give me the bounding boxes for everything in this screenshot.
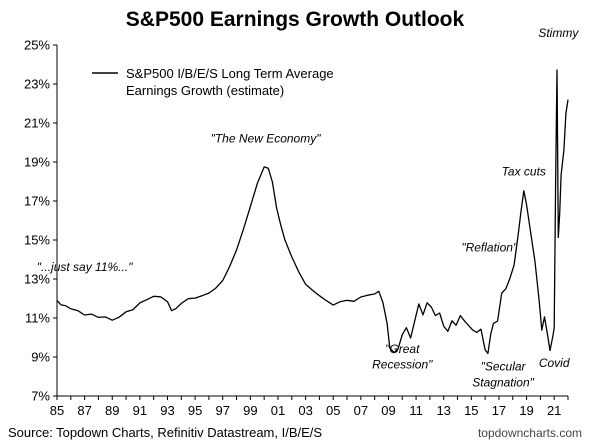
y-tick-label: 13% xyxy=(24,272,50,287)
annotation-label: "...just say 11%..." xyxy=(37,260,133,274)
annotation-label: Covid xyxy=(539,356,570,370)
annotation-label: "Great xyxy=(385,342,420,356)
x-tick-label: 13 xyxy=(436,403,450,418)
annotation-label: Recession" xyxy=(372,358,433,372)
x-tick-label: 09 xyxy=(381,403,395,418)
x-tick-label: 15 xyxy=(464,403,478,418)
annotation-label: Tax cuts xyxy=(502,165,546,179)
y-tick-label: 11% xyxy=(25,311,50,326)
x-tick-label: 89 xyxy=(105,403,119,418)
y-tick-label: 17% xyxy=(24,194,50,209)
y-axis: 7% 9% 11% 13% 15% 17% 19% 21% 23% 25% xyxy=(24,38,58,404)
legend: S&P500 I/B/E/S Long Term Average Earning… xyxy=(92,66,334,98)
x-tick-label: 07 xyxy=(354,403,368,418)
x-axis: 85 87 89 91 93 95 97 99 01 03 05 07 09 11 13 15 17 19 21 xyxy=(50,395,569,418)
chart-title: S&P500 Earnings Growth Outlook xyxy=(126,8,465,31)
y-tick-label: 7% xyxy=(31,389,50,404)
x-tick-label: 21 xyxy=(547,403,561,418)
y-tick-label: 25% xyxy=(24,38,50,53)
annotation-label: "Secular xyxy=(481,360,527,374)
annotation-label: Stimmy xyxy=(538,26,579,40)
y-tick-label: 23% xyxy=(24,77,50,92)
annotations: "The New Economy" "...just say 11%..." "Gr… xyxy=(37,26,580,389)
x-tick-label: 17 xyxy=(492,403,506,418)
brand-watermark: topdowncharts.com xyxy=(478,426,582,440)
x-tick-label: 85 xyxy=(50,403,64,418)
source-note: Source: Topdown Charts, Refinitiv Datast… xyxy=(8,425,322,440)
x-tick-label: 99 xyxy=(243,403,257,418)
x-tick-label: 01 xyxy=(271,403,285,418)
y-tick-label: 21% xyxy=(24,116,50,131)
series-line-0 xyxy=(56,69,569,355)
y-tick-label: 15% xyxy=(24,233,50,248)
x-tick-label: 05 xyxy=(326,403,340,418)
x-tick-label: 93 xyxy=(160,403,174,418)
y-tick-label: 19% xyxy=(24,155,50,170)
legend-line-1: S&P500 I/B/E/S Long Term Average xyxy=(126,66,334,81)
annotation-label: "The New Economy" xyxy=(211,132,322,146)
x-tick-label: 97 xyxy=(215,403,229,418)
x-tick-label: 19 xyxy=(519,403,533,418)
plot-area xyxy=(56,69,569,355)
x-tick-label: 87 xyxy=(77,403,91,418)
legend-line-2: Earnings Growth (estimate) xyxy=(126,83,284,98)
x-tick-label: 91 xyxy=(133,403,147,418)
annotation-label: Stagnation" xyxy=(472,375,534,389)
x-tick-label: 03 xyxy=(298,403,312,418)
y-tick-label: 9% xyxy=(31,350,50,365)
x-tick-label: 11 xyxy=(409,403,423,418)
annotation-label: "Reflation" xyxy=(461,241,518,255)
x-tick-label: 95 xyxy=(188,403,202,418)
